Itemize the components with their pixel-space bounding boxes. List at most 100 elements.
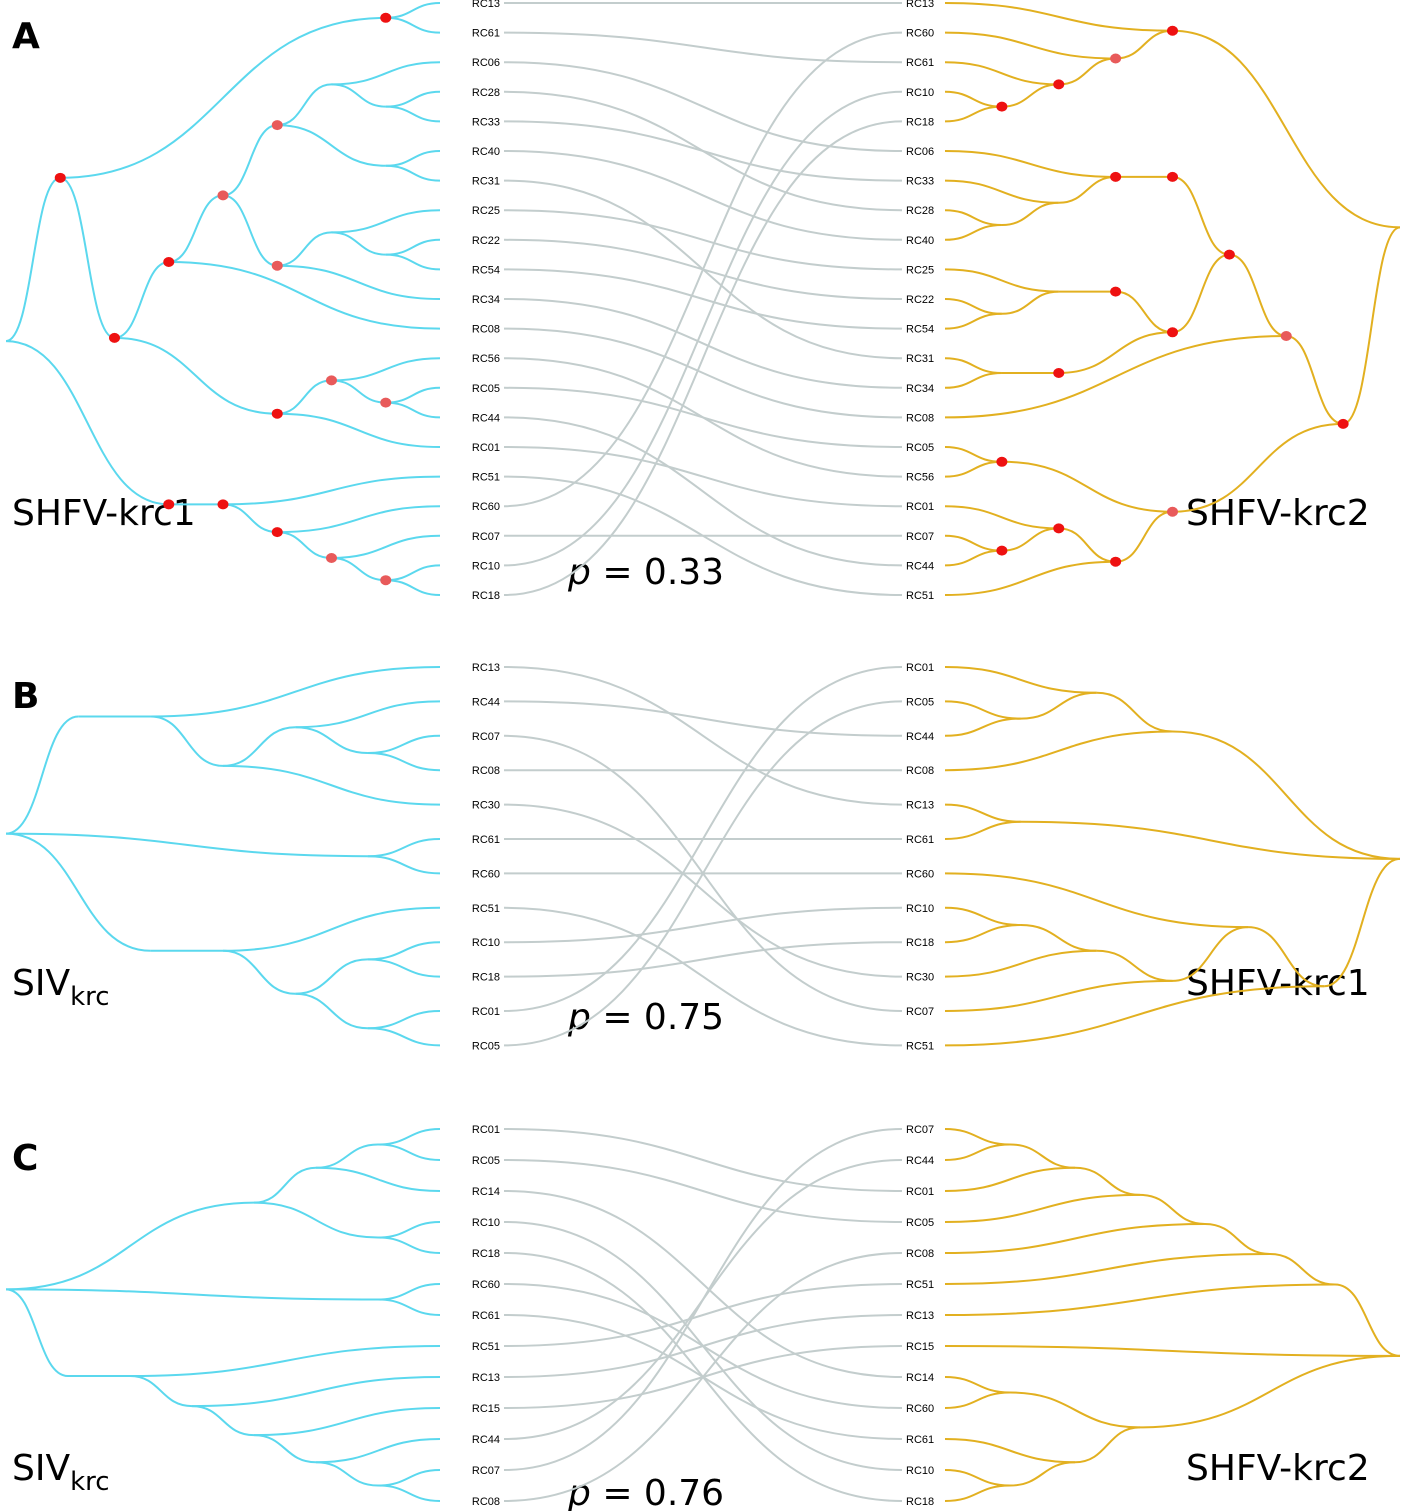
tree-branch [222, 949, 296, 995]
tree-branch [944, 803, 1021, 823]
connector-line [503, 416, 903, 567]
leaf-label-left: RC13 [472, 0, 500, 10]
leaf-label-left: RC13 [472, 1372, 500, 1384]
tree-branch [1342, 226, 1401, 425]
leaf-label-left: RC40 [472, 146, 500, 158]
tree-branch [1172, 253, 1230, 334]
connector-line [503, 1128, 903, 1471]
tree-branch [944, 268, 1059, 293]
leaf-label-left: RC01 [472, 442, 500, 454]
tree-branch [331, 231, 386, 256]
panel-letter-c: C [12, 1138, 38, 1179]
connector-line [503, 209, 903, 271]
leaf-label-right: RC07 [906, 1124, 934, 1136]
leaf-label-left: RC10 [472, 937, 500, 949]
tree-branch [1009, 1143, 1076, 1169]
tree-branch [944, 924, 1021, 944]
node-marker [271, 260, 283, 271]
tree-branch [944, 1345, 1401, 1357]
tree-branch [331, 357, 441, 382]
panel-a: A SHFV-krc1 SHFV-krc2 p = 0.33 [12, 16, 1370, 593]
tree-branch [5, 1288, 69, 1378]
leaf-label-right: RC40 [906, 235, 934, 247]
leaf-label-right: RC10 [906, 903, 934, 915]
leaf-label-right: RC05 [906, 1217, 934, 1229]
leaf-label-right: RC18 [906, 116, 934, 128]
left-tree-label-a: SHFV-krc1 [12, 493, 196, 534]
leaf-label-right: RC44 [906, 560, 934, 572]
tree-branch [377, 1128, 441, 1146]
leaf-label-left: RC01 [472, 1006, 500, 1018]
node-marker [1223, 249, 1235, 260]
leaf-label-right: RC07 [906, 531, 934, 543]
leaf-label-right: RC44 [906, 1155, 934, 1167]
leaf-label-left: RC18 [472, 590, 500, 602]
tree-branch [315, 1461, 379, 1487]
leaf-label-left: RC51 [472, 472, 500, 484]
leaf-label-right: RC61 [906, 834, 934, 846]
leaf-label-left: RC44 [472, 696, 500, 708]
tree-branch [1001, 527, 1059, 552]
tree-branch [944, 2, 1173, 32]
connector-line [503, 446, 903, 508]
right-tree [944, 1128, 1401, 1502]
leaf-label-right: RC51 [906, 590, 934, 602]
leaf-label-right: RC15 [906, 1341, 934, 1353]
leaf-label-left: RC10 [472, 560, 500, 572]
tree-branch [385, 401, 441, 419]
leaf-label-right: RC14 [906, 1372, 934, 1384]
node-marker [326, 375, 337, 386]
node-marker [163, 257, 175, 267]
connector-line [503, 268, 903, 330]
node-marker [380, 397, 392, 408]
leaf-label-left: RC61 [472, 834, 500, 846]
tree-branch [253, 1434, 317, 1464]
tree-branch [1058, 57, 1116, 86]
leaf-labels: RC01 RC05 RC14 RC10 RC18 RC60 RC61 RC51 RC13 RC15… [472, 1124, 934, 1508]
p-value-c: p = 0.76 [567, 1473, 724, 1511]
tree-branch [222, 764, 441, 806]
node-marker [1110, 53, 1122, 64]
tree-branch [944, 549, 1002, 567]
connector-line [503, 906, 903, 1047]
leaf-label-left: RC07 [472, 1465, 500, 1477]
tree-branch [944, 224, 1002, 241]
node-marker [217, 499, 229, 510]
leaf-label-right: RC44 [906, 731, 934, 743]
tree-branch [1324, 857, 1401, 988]
leaf-label-right: RC31 [906, 353, 934, 365]
tree-branch [944, 150, 1116, 178]
leaf-labels: RC13 RC61 RC06 RC28 RC33 RC40 RC31 RC25 RC22 RC54… [472, 0, 934, 602]
tree-branch [277, 531, 332, 559]
node-marker [1337, 418, 1349, 429]
tree-branch [385, 579, 441, 596]
tree-branch [377, 1484, 441, 1502]
tree-branch [1096, 949, 1173, 982]
connector-line [503, 803, 903, 978]
tree-branch [944, 1222, 1206, 1254]
tree-branch [1139, 1193, 1206, 1225]
connector-line [503, 90, 903, 567]
leaf-label-left: RC07 [472, 531, 500, 543]
leaf-label-right: RC33 [906, 176, 934, 188]
leaf-label-left: RC60 [472, 868, 500, 880]
tree-branch [944, 460, 1002, 478]
tree-branch [385, 105, 441, 123]
leaf-label-left: RC18 [472, 1248, 500, 1260]
tree-branch [222, 194, 278, 267]
tree-branch [944, 1128, 1011, 1146]
node-marker [996, 101, 1008, 112]
tree-branch [1001, 83, 1059, 108]
tree-branch [377, 1298, 441, 1316]
leaf-label-right: RC60 [906, 28, 934, 40]
leaf-label-left: RC51 [472, 903, 500, 915]
tree-branch [944, 31, 1116, 60]
tree-branch [385, 150, 441, 167]
leaf-label-right: RC54 [906, 324, 934, 336]
tree-branch [5, 832, 368, 858]
leaf-label-left: RC33 [472, 116, 500, 128]
connector-lines [503, 666, 903, 1047]
node-marker [54, 172, 66, 183]
connector-line [503, 700, 903, 1047]
